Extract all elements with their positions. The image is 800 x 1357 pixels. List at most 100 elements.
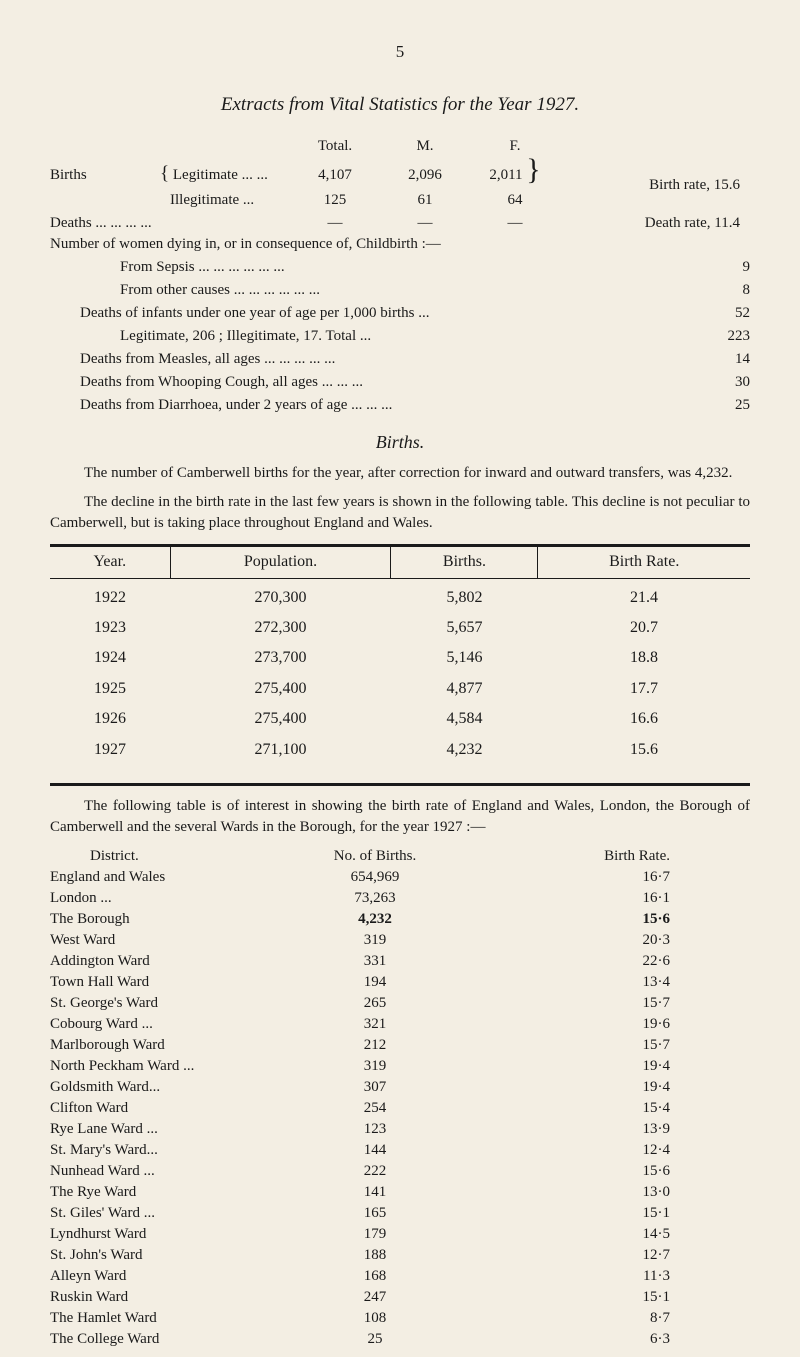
district-name: Goldsmith Ward... (50, 1077, 280, 1098)
illegit-f: 64 (470, 190, 560, 211)
table-cell: 1924 (50, 643, 170, 673)
district-name: London ... (50, 888, 280, 909)
births-grid: Total. M. F. Births { Legitimate ... ...… (50, 136, 750, 234)
district-table: District. No. of Births. Birth Rate. Eng… (50, 846, 750, 1350)
cause-label: Deaths from Diarrhoea, under 2 years of … (50, 395, 690, 416)
district-row: Alleyn Ward16811·3 (50, 1266, 750, 1287)
district-name: Marlborough Ward (50, 1035, 280, 1056)
table-cell: 5,657 (391, 613, 538, 643)
district-rate: 11·3 (470, 1266, 750, 1287)
district-rate: 13·0 (470, 1182, 750, 1203)
district-name: Town Hall Ward (50, 972, 280, 993)
table-row: 1923272,3005,65720.7 (50, 613, 750, 643)
district-rate: 8·7 (470, 1308, 750, 1329)
table-cell: 270,300 (170, 578, 391, 613)
district-name: Clifton Ward (50, 1098, 280, 1119)
table-header: Population. (170, 546, 391, 578)
district-births: 307 (280, 1077, 470, 1098)
vital-stats-block: Total. M. F. Births { Legitimate ... ...… (50, 136, 750, 416)
table-cell: 1926 (50, 704, 170, 734)
district-births: 194 (280, 972, 470, 993)
district-rate: 15·1 (470, 1287, 750, 1308)
district-births: 319 (280, 930, 470, 951)
district-name: Cobourg Ward ... (50, 1014, 280, 1035)
table-cell: 272,300 (170, 613, 391, 643)
legitimate-label: { Legitimate ... ... (160, 161, 290, 188)
district-births: 265 (280, 993, 470, 1014)
causes-list: Number of women dying in, or in conseque… (50, 234, 750, 416)
cause-value: 52 (690, 303, 750, 324)
district-rate: 6·3 (470, 1329, 750, 1350)
district-rate: 15·4 (470, 1098, 750, 1119)
district-row: St. Mary's Ward...14412·4 (50, 1140, 750, 1161)
deaths-total: — (290, 213, 380, 234)
table-cell: 20.7 (538, 613, 750, 643)
legit-total: 4,107 (290, 165, 380, 186)
table-rule (50, 783, 750, 786)
district-name: The Rye Ward (50, 1182, 280, 1203)
district-name: St. Giles' Ward ... (50, 1203, 280, 1224)
district-births: 222 (280, 1161, 470, 1182)
death-rate: Death rate, 11.4 (560, 213, 740, 234)
district-row: London ...73,26316·1 (50, 888, 750, 909)
district-name: The Hamlet Ward (50, 1308, 280, 1329)
district-col-name: District. (50, 846, 280, 867)
district-name: St. George's Ward (50, 993, 280, 1014)
table-cell: 18.8 (538, 643, 750, 673)
table-cell: 17.7 (538, 674, 750, 704)
district-row: Rye Lane Ward ...12313·9 (50, 1119, 750, 1140)
table-cell: 271,100 (170, 735, 391, 769)
table-cell: 5,146 (391, 643, 538, 673)
cause-label: Deaths of infants under one year of age … (50, 303, 690, 324)
district-name: West Ward (50, 930, 280, 951)
district-name: Lyndhurst Ward (50, 1224, 280, 1245)
district-row: West Ward31920·3 (50, 930, 750, 951)
cause-label: From other causes ... ... ... ... ... ..… (50, 280, 690, 301)
table-cell: 21.4 (538, 578, 750, 613)
district-rate: 19·6 (470, 1014, 750, 1035)
district-births: 168 (280, 1266, 470, 1287)
district-rate: 12·7 (470, 1245, 750, 1266)
district-rate: 16·7 (470, 867, 750, 888)
district-col-rate: Birth Rate. (470, 846, 750, 867)
col-total: Total. (290, 136, 380, 157)
district-births: 321 (280, 1014, 470, 1035)
district-births: 179 (280, 1224, 470, 1245)
table-cell: 16.6 (538, 704, 750, 734)
col-m: M. (380, 136, 470, 157)
district-col-num: No. of Births. (280, 846, 470, 867)
cause-value (690, 234, 750, 255)
district-row: The Hamlet Ward1088·7 (50, 1308, 750, 1329)
district-name: The Borough (50, 909, 280, 930)
cause-label: From Sepsis ... ... ... ... ... ... (50, 257, 690, 278)
table-cell: 4,877 (391, 674, 538, 704)
district-row: North Peckham Ward ...31919·4 (50, 1056, 750, 1077)
district-row: Ruskin Ward24715·1 (50, 1287, 750, 1308)
district-name: Ruskin Ward (50, 1287, 280, 1308)
cause-label: Deaths from Measles, all ages ... ... ..… (50, 349, 690, 370)
district-births: 654,969 (280, 867, 470, 888)
district-name: North Peckham Ward ... (50, 1056, 280, 1077)
cause-value: 30 (690, 372, 750, 393)
district-row: Clifton Ward25415·4 (50, 1098, 750, 1119)
cause-label: Number of women dying in, or in conseque… (50, 234, 690, 255)
district-row: Cobourg Ward ...32119·6 (50, 1014, 750, 1035)
paragraph-3: The following table is of interest in sh… (50, 796, 750, 838)
births-label: Births (50, 165, 160, 186)
table-row: 1926275,4004,58416.6 (50, 704, 750, 734)
district-row: The Rye Ward14113·0 (50, 1182, 750, 1203)
cause-value: 8 (690, 280, 750, 301)
district-row: The Borough4,23215·6 (50, 909, 750, 930)
district-rate: 13·9 (470, 1119, 750, 1140)
district-name: Alleyn Ward (50, 1266, 280, 1287)
legit-m: 2,096 (380, 165, 470, 186)
table-cell: 4,584 (391, 704, 538, 734)
district-rate: 19·4 (470, 1077, 750, 1098)
deaths-m: — (380, 213, 470, 234)
district-rate: 15·1 (470, 1203, 750, 1224)
illegitimate-label: Illegitimate ... (160, 190, 290, 211)
table-header: Year. (50, 546, 170, 578)
district-rate: 15·6 (470, 909, 750, 930)
district-rate: 13·4 (470, 972, 750, 993)
table-cell: 275,400 (170, 704, 391, 734)
